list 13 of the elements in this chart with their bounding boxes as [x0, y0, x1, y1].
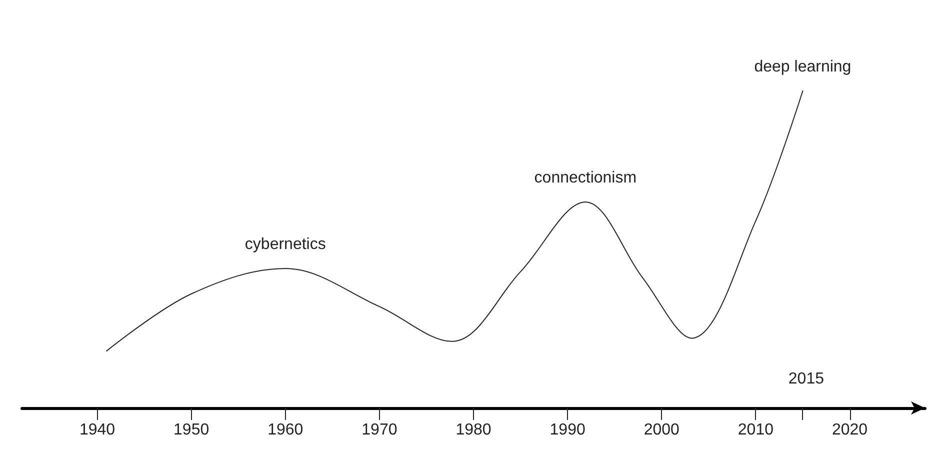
x-tick-label: 2020 [832, 422, 868, 438]
annotation: 2015 [788, 370, 824, 388]
x-tick-label: 1990 [550, 422, 586, 438]
x-tick-label: 1940 [79, 422, 116, 438]
annotation: deep learning [754, 58, 852, 76]
x-tick-label: 1970 [362, 422, 398, 438]
x-tick-label: 2000 [644, 422, 680, 438]
x-tick-label: 1950 [174, 422, 210, 438]
x-tick-label: 2010 [738, 422, 774, 438]
annotation: connectionism [534, 169, 637, 186]
x-tick-label: 1960 [268, 422, 304, 438]
annotation: cybernetics [244, 236, 326, 254]
x-tick-label: 1980 [456, 422, 492, 438]
